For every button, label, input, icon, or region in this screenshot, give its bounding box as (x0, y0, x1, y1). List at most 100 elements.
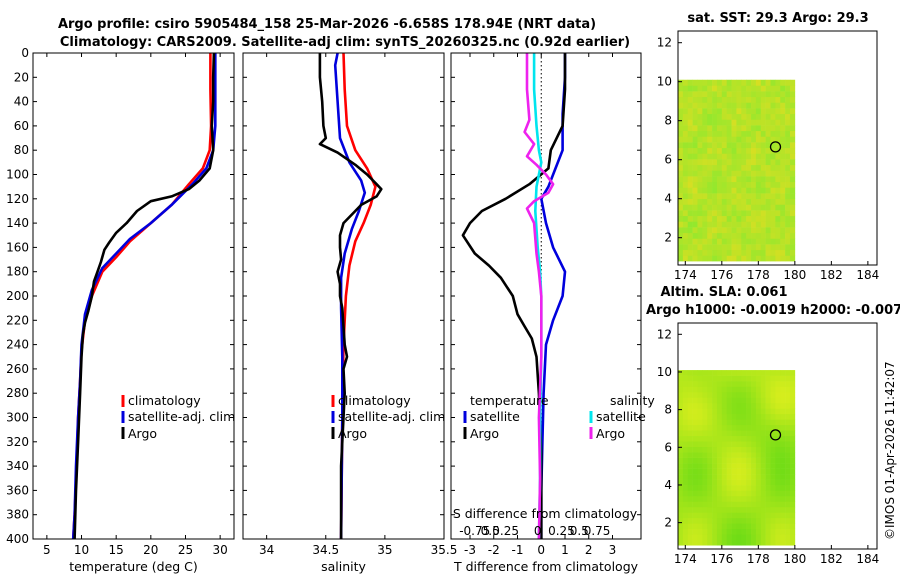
heatmap-cell (765, 198, 771, 205)
heatmap-cell (736, 142, 742, 149)
heatmap-cell (741, 413, 747, 420)
heatmap-cell (692, 463, 698, 469)
heatmap-cell (770, 238, 776, 245)
heatmap-cell (770, 457, 776, 464)
heatmap-cell (687, 159, 693, 166)
heatmap-cell (789, 446, 796, 453)
y-tick-label: 6 (664, 440, 672, 454)
heatmap-cell (678, 232, 684, 239)
heatmap-cell (789, 424, 796, 431)
heatmap-cell (789, 539, 796, 546)
heatmap-cell (789, 413, 796, 420)
heatmap-cell (682, 130, 689, 137)
heatmap-cell (716, 408, 723, 415)
heatmap-cell (775, 159, 781, 166)
heatmap-cell (789, 215, 796, 222)
heatmap-cell (726, 446, 732, 453)
heatmap-cell (731, 125, 737, 132)
heatmap-cell (751, 249, 757, 256)
heatmap-cell (692, 91, 698, 98)
heatmap-cell (780, 474, 786, 480)
heatmap-cell (682, 193, 689, 200)
heatmap-cell (687, 91, 693, 98)
y-tick-label: 60 (14, 119, 29, 133)
heatmap-cell (770, 375, 776, 382)
heatmap-cell (789, 147, 796, 154)
x-tick-label: 176 (710, 552, 733, 566)
heatmap-cell (755, 435, 762, 442)
heatmap-cell (721, 512, 727, 519)
heatmap-cell (687, 193, 693, 200)
heatmap-cell (726, 539, 732, 546)
heatmap-cell (760, 446, 766, 453)
heatmap-cell (760, 495, 766, 502)
heatmap-cell (751, 457, 757, 464)
heatmap-cell (721, 539, 727, 546)
heatmap-cell (687, 370, 693, 376)
heatmap-cell (760, 539, 766, 546)
heatmap-cell (785, 244, 791, 251)
heatmap-cell (746, 113, 752, 120)
heatmap-cell (678, 474, 684, 480)
heatmap-cell (707, 108, 713, 115)
heatmap-cell (707, 381, 713, 387)
heatmap-cell (678, 485, 684, 491)
heatmap-cell (712, 232, 718, 239)
heatmap-cell (707, 523, 713, 530)
heatmap-cell (682, 232, 689, 239)
heatmap-cell (726, 130, 732, 137)
heatmap-cell (736, 215, 742, 222)
heatmap-cell (785, 517, 791, 524)
heatmap-cell (765, 108, 771, 115)
heatmap-cell (731, 435, 737, 442)
heatmap-cell (716, 102, 723, 109)
heatmap-cell (702, 102, 708, 109)
heatmap-cell (721, 204, 727, 211)
heatmap-cell (707, 130, 713, 137)
heatmap-cell (721, 397, 727, 404)
heatmap-cell (687, 210, 693, 217)
heatmap-cell (678, 512, 684, 519)
heatmap-cell (692, 119, 698, 126)
y-tick-label: 10 (657, 365, 672, 379)
heatmap-cell (789, 408, 796, 415)
heatmap-cell (746, 517, 752, 524)
heatmap-cell (789, 468, 796, 475)
heatmap-cell (770, 463, 776, 469)
heatmap-cell (682, 238, 689, 245)
heatmap-cell (760, 227, 766, 234)
heatmap-cell (755, 108, 762, 115)
heatmap-cell (785, 96, 791, 103)
heatmap-cell (736, 198, 742, 205)
heatmap-cell (760, 91, 766, 98)
heatmap-cell (726, 227, 732, 234)
heatmap-cell (760, 534, 766, 541)
heatmap-cell (697, 204, 703, 211)
heatmap-cell (736, 108, 742, 115)
heatmap-cell (702, 501, 708, 508)
heatmap-cell (678, 249, 684, 256)
heatmap-cell (789, 479, 796, 486)
legend-text-climatology: climatology (128, 393, 201, 408)
heatmap-cell (785, 446, 791, 453)
heatmap-cell (687, 375, 693, 382)
heatmap-cell (692, 96, 698, 103)
heatmap-cell (765, 391, 771, 398)
heatmap-cell (712, 153, 718, 160)
profile-panel-difference: -3 -2 -1 0 1 2 3T difference from climatology-… (450, 52, 642, 574)
heatmap-cell (736, 181, 742, 188)
heatmap-cell (731, 495, 737, 502)
y-tick-label: 8 (664, 403, 672, 417)
heatmap-cell (702, 468, 708, 475)
heatmap-cell (770, 506, 776, 513)
heatmap-cell (707, 181, 713, 188)
heatmap-cell (741, 468, 747, 475)
heatmap-cell (741, 147, 747, 154)
heatmap-cell (692, 249, 698, 256)
heatmap-cell (765, 463, 771, 469)
heatmap-cell (697, 153, 703, 160)
heatmap-cell (780, 517, 786, 524)
heatmap-cell (746, 193, 752, 200)
